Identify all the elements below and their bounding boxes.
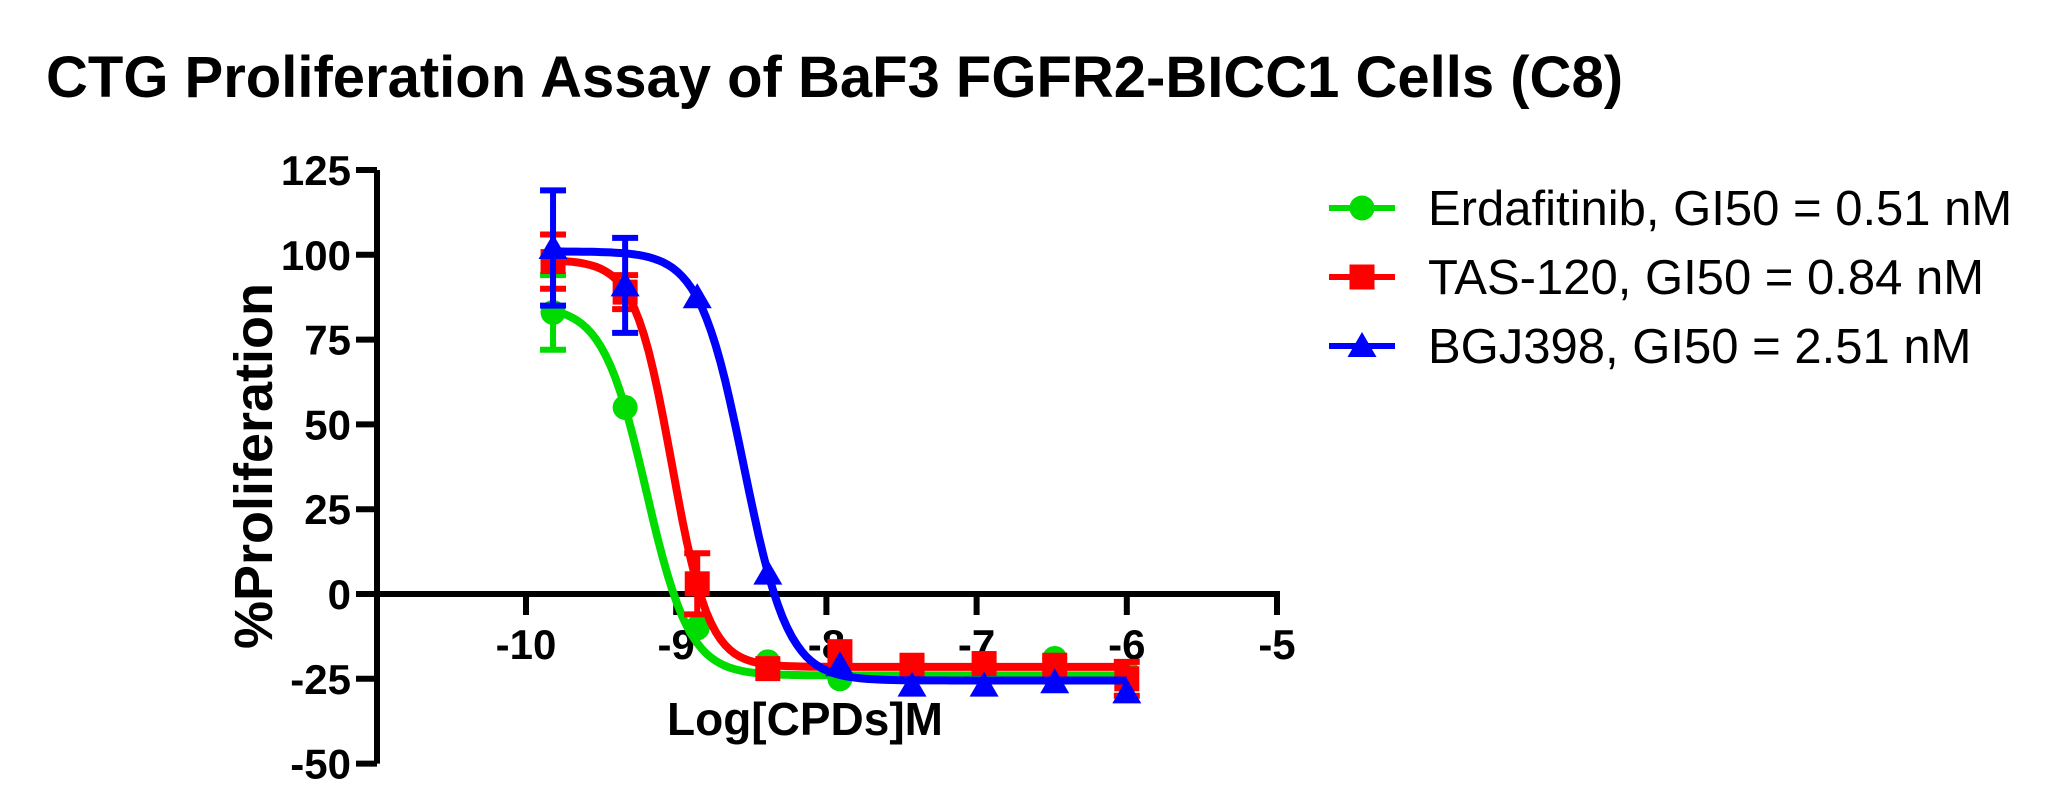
data-point-triangle (897, 671, 927, 697)
legend-item-bgj398: BGJ398, GI50 = 2.51 nM (1329, 320, 1971, 374)
data-point-triangle (682, 283, 712, 309)
x-axis-label: Log[CPDs]M (667, 693, 943, 745)
legend: Erdafitinib, GI50 = 0.51 nM TAS-120, GI50… (1329, 182, 2012, 374)
legend-label: TAS-120, GI50 = 0.84 nM (1428, 251, 1984, 305)
data-point-square (755, 656, 781, 682)
legend-item-tas-120: TAS-120, GI50 = 0.84 nM (1329, 251, 1984, 305)
data-point-triangle (753, 559, 783, 585)
data-point-triangle (538, 234, 568, 260)
data-point-square (684, 571, 710, 597)
data-point-triangle (610, 271, 640, 297)
data-point-circle (1349, 195, 1375, 221)
y-tick-label: 0 (328, 571, 351, 618)
y-tick-label: 50 (304, 401, 351, 448)
data-point-triangle (1112, 678, 1142, 704)
data-point-square (1349, 264, 1375, 290)
chart-title: CTG Proliferation Assay of BaF3 FGFR2-BI… (46, 45, 1623, 110)
y-tick-label: 100 (281, 232, 351, 279)
x-tick-label: -5 (1258, 621, 1295, 668)
series-bgj398 (538, 187, 1142, 704)
y-tick-label: 25 (304, 486, 351, 533)
y-tick-label: -25 (290, 656, 351, 703)
legend-label: BGJ398, GI50 = 2.51 nM (1428, 320, 1971, 374)
y-tick-label: 75 (304, 317, 351, 364)
data-point-triangle (1347, 332, 1377, 357)
legend-label: Erdafitinib, GI50 = 0.51 nM (1428, 182, 2012, 236)
legend-item-erdafitinib: Erdafitinib, GI50 = 0.51 nM (1329, 182, 2012, 236)
data-point-triangle (969, 671, 999, 697)
data-point-circle (684, 615, 710, 641)
x-tick-label: -10 (496, 621, 557, 668)
data-point-triangle (1040, 668, 1070, 694)
data-series (538, 187, 1142, 704)
y-tick-label: -50 (290, 741, 351, 788)
data-point-circle (612, 394, 638, 420)
y-tick-label: 125 (281, 147, 351, 194)
data-point-triangle (825, 651, 855, 677)
y-axis-label: %Proliferation (224, 283, 284, 649)
